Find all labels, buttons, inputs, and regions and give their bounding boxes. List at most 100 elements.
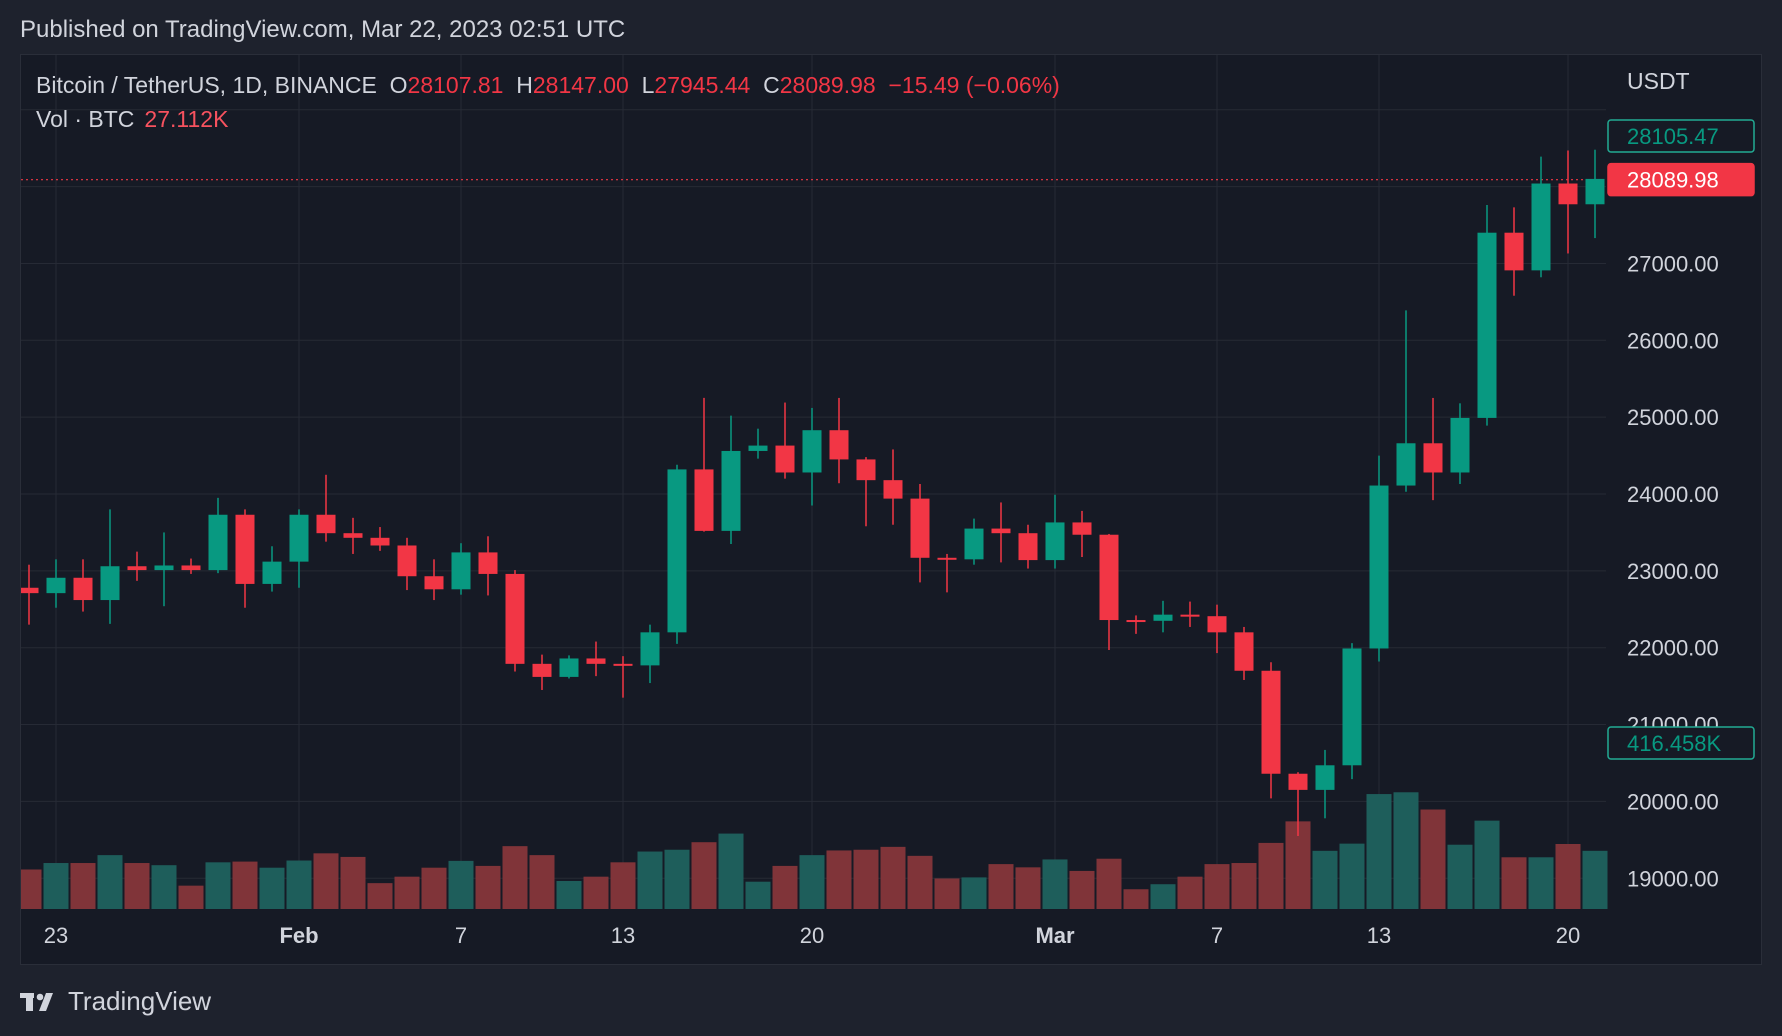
- volume-bar: [1393, 792, 1419, 909]
- volume-bar: [1015, 867, 1041, 909]
- last-price-tag-box: [1607, 162, 1755, 197]
- last-price-tag-text: 28089.98: [1627, 168, 1719, 193]
- volume-bar: [367, 883, 393, 909]
- volume-bar: [1042, 859, 1068, 909]
- volume-bar: [934, 878, 960, 909]
- high-label: H: [516, 72, 533, 98]
- candle-body: [424, 576, 444, 590]
- candle-body: [451, 552, 471, 590]
- volume-bar: [43, 863, 69, 909]
- volume-bar: [21, 869, 42, 909]
- volume-bar: [340, 856, 366, 909]
- candle-body: [262, 561, 282, 584]
- volume-bar: [745, 881, 771, 909]
- candle-body: [1315, 765, 1335, 790]
- volume-bar: [313, 853, 339, 909]
- candle-body: [1558, 183, 1578, 205]
- candle-body: [181, 565, 201, 571]
- candle-body: [856, 459, 876, 481]
- volume-bar: [880, 846, 906, 909]
- price-tick-label: 19000.00: [1627, 866, 1719, 891]
- candle-body: [640, 632, 660, 666]
- candle-body: [1207, 616, 1227, 633]
- volume-bar: [799, 855, 825, 909]
- time-tick-label: Mar: [1035, 923, 1075, 948]
- price-tick-label: 27000.00: [1627, 251, 1719, 276]
- volume-bar: [1204, 864, 1230, 909]
- candle-body: [586, 658, 606, 664]
- chart-frame[interactable]: 19000.00 20000.00 21000.00 22000.00 23000.00…: [20, 54, 1762, 965]
- candle-body: [370, 537, 390, 546]
- price-tick-label: 25000.00: [1627, 405, 1719, 430]
- candle-body: [1585, 178, 1605, 205]
- volume-bar: [502, 846, 528, 909]
- currency-label[interactable]: USDT: [1627, 68, 1690, 94]
- volume-bar: [1231, 863, 1257, 909]
- candle-body: [694, 469, 714, 531]
- open-label: O: [389, 72, 408, 98]
- volume-tag-text: 416.458K: [1627, 731, 1722, 756]
- volume-bar: [637, 851, 663, 909]
- candle-body: [559, 658, 579, 677]
- volume-bar: [124, 863, 150, 909]
- candle-body: [505, 573, 525, 664]
- candle-body: [235, 514, 255, 584]
- volume-bar: [1474, 820, 1500, 909]
- volume-bar: [853, 849, 879, 909]
- volume-bar: [1150, 884, 1176, 909]
- volume-bar: [1447, 844, 1473, 909]
- volume-bar: [97, 855, 123, 909]
- volume-bar: [988, 864, 1014, 909]
- volume-bar: [394, 876, 420, 909]
- tradingview-icon: [20, 992, 53, 1011]
- volume-bar: [718, 833, 744, 909]
- candle-body: [100, 566, 120, 601]
- volume-bar: [1123, 889, 1149, 909]
- volume-bar: [205, 862, 231, 909]
- candle-body: [1099, 534, 1119, 621]
- last-price-tag: 28089.98: [1607, 162, 1755, 197]
- candle-body: [613, 663, 633, 666]
- candle-body: [46, 577, 66, 594]
- candle-body: [1018, 533, 1038, 561]
- price-tick-label: 24000.00: [1627, 482, 1719, 507]
- candle-body: [1261, 670, 1281, 774]
- volume-bar: [178, 885, 204, 909]
- candle-body: [21, 587, 39, 594]
- time-tick-label: Feb: [279, 923, 318, 948]
- candle-body: [1234, 632, 1254, 671]
- ohlc-legend: Bitcoin / TetherUS, 1D, BINANCE O28107.8…: [36, 72, 1060, 99]
- time-tick-label: 7: [455, 923, 467, 948]
- volume-bar: [583, 876, 609, 909]
- candle-body: [937, 557, 957, 560]
- volume-tag-box: [1607, 726, 1755, 760]
- volume-bar: [1096, 858, 1122, 909]
- volume-bar: [1312, 850, 1338, 909]
- candle-body: [1288, 773, 1308, 790]
- candle-body: [73, 577, 93, 601]
- volume-tag: 416.458K: [1607, 726, 1755, 760]
- volume-bar: [961, 877, 987, 909]
- open-value: 28107.81: [407, 72, 504, 98]
- volume-bar: [1339, 843, 1365, 909]
- published-text: Published on TradingView.com, Mar 22, 20…: [20, 16, 626, 43]
- volume-bar: [1069, 870, 1095, 909]
- volume-bar: [610, 862, 636, 909]
- candlestick-chart[interactable]: 19000.0020000.0021000.0022000.0023000.00…: [21, 55, 1761, 964]
- volume-bar: [421, 867, 447, 909]
- symbol-label: Bitcoin / TetherUS, 1D, BINANCE: [36, 72, 377, 98]
- volume-bar: [475, 865, 501, 909]
- time-tick-label: 13: [1367, 923, 1391, 948]
- brand-name: TradingView: [68, 986, 212, 1016]
- candle-body: [532, 663, 552, 677]
- volume-bar: [556, 880, 582, 909]
- candle-body: [397, 545, 417, 577]
- tradingview-logo[interactable]: TradingView: [20, 986, 211, 1017]
- candle-body: [667, 469, 687, 633]
- candle-body: [208, 514, 228, 571]
- candle-body: [1504, 232, 1524, 271]
- volume-bar: [907, 855, 933, 909]
- candle-body: [316, 514, 336, 534]
- volume-bar: [286, 860, 312, 909]
- prev-close-tag-box: [1607, 119, 1755, 153]
